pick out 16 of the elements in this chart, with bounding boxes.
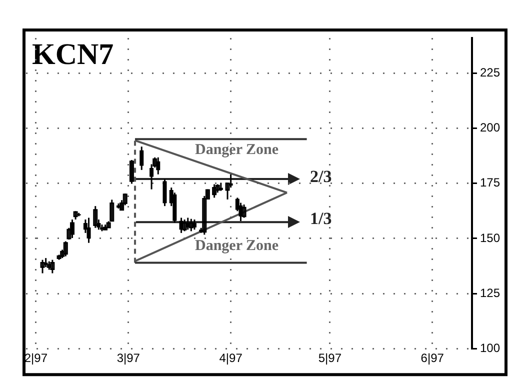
annotation: 2/3 [310,167,332,186]
x-tick-label: 6|97 [420,351,444,366]
annotation: 1/3 [310,209,332,228]
y-tick-label: 225 [480,66,500,80]
x-tick-label: 3|97 [116,351,140,366]
x-tick-label: 5|97 [318,351,342,366]
x-tick-label: 2|97 [24,351,48,366]
chart-title: KCN7 [32,38,114,72]
x-tick-label: 4|97 [219,351,243,366]
y-tick-label: 150 [480,230,500,245]
y-tick-label: 200 [480,120,500,135]
y-tick-label: 125 [480,286,500,300]
annotation: Danger Zone [195,238,278,254]
annotation: Danger Zone [195,142,278,158]
y-tick-label: 175 [480,176,500,190]
y-tick-label: 100 [480,340,500,355]
